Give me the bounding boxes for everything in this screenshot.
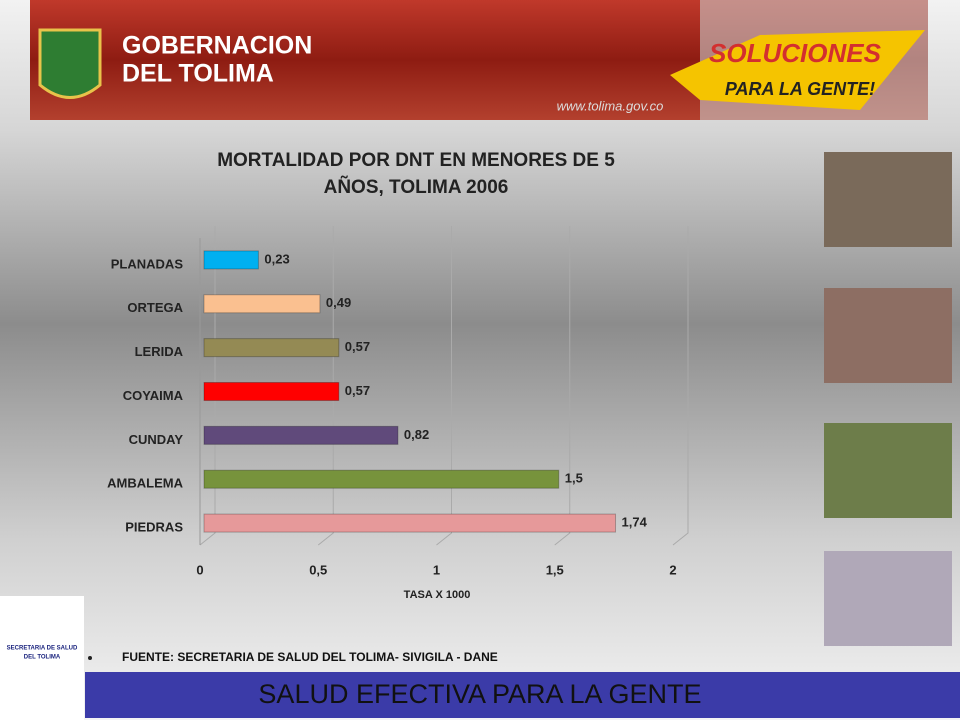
photo xyxy=(824,152,952,247)
grid-line xyxy=(199,226,216,546)
slogan: SOLUCIONES xyxy=(709,38,882,68)
value-label: 0,23 xyxy=(264,251,289,266)
x-tick-label: 0,5 xyxy=(309,562,327,577)
bar xyxy=(203,294,321,314)
bullet xyxy=(88,656,92,660)
coat-of-arms xyxy=(38,28,102,99)
value-label: 0,57 xyxy=(345,339,370,354)
y-tick-label: AMBALEMA xyxy=(107,476,183,491)
y-tick-label: LERIDA xyxy=(135,344,184,359)
photo xyxy=(824,551,952,646)
grid-line xyxy=(436,226,452,546)
value-label: 0,49 xyxy=(326,295,351,310)
x-tick-label: 2 xyxy=(669,562,676,577)
value-label: 1,5 xyxy=(565,471,583,486)
header-title: DEL TOLIMA xyxy=(122,60,274,88)
photo xyxy=(824,423,952,518)
value-label: 0,82 xyxy=(404,427,429,442)
logo-text: DEL TOLIMA xyxy=(24,655,61,661)
x-axis-label: TASA X 1000 xyxy=(404,589,471,601)
footer-bar xyxy=(85,672,960,718)
logo xyxy=(0,596,84,720)
source-note: FUENTE: SECRETARIA DE SALUD DEL TOLIMA- … xyxy=(122,650,498,664)
photo xyxy=(824,288,952,383)
x-tick-label: 1,5 xyxy=(546,562,564,577)
value-label: 1,74 xyxy=(622,515,648,530)
value-label: 0,57 xyxy=(345,383,370,398)
y-tick-label: ORTEGA xyxy=(127,300,183,315)
y-tick-label: PLANADAS xyxy=(111,256,184,271)
slogan: PARA LA GENTE! xyxy=(725,79,875,99)
y-tick-label: CUNDAY xyxy=(129,432,184,447)
header-title: GOBERNACION xyxy=(122,32,312,60)
y-tick-label: PIEDRAS xyxy=(125,520,183,535)
photos xyxy=(824,152,952,646)
bar xyxy=(203,469,560,489)
header-url: www.tolima.gov.co xyxy=(557,98,664,113)
grid-line xyxy=(317,226,334,546)
chart-title: MORTALIDAD POR DNT EN MENORES DE 5 xyxy=(217,150,615,171)
slogan-badge xyxy=(670,30,925,110)
grid-line xyxy=(554,226,571,546)
bar xyxy=(203,250,259,270)
bar xyxy=(203,338,340,358)
footer-text: SALUD EFECTIVA PARA LA GENTE xyxy=(258,679,701,709)
grid-line xyxy=(672,226,689,546)
y-tick-label: COYAIMA xyxy=(123,388,184,403)
chart-title: AÑOS, TOLIMA 2006 xyxy=(324,176,509,198)
x-tick-label: 0 xyxy=(196,562,203,577)
x-tick-label: 1 xyxy=(433,562,440,577)
bar xyxy=(203,382,340,401)
bar xyxy=(203,425,399,445)
logo-text: SECRETARIA DE SALUD xyxy=(7,646,78,652)
bar xyxy=(203,513,617,533)
